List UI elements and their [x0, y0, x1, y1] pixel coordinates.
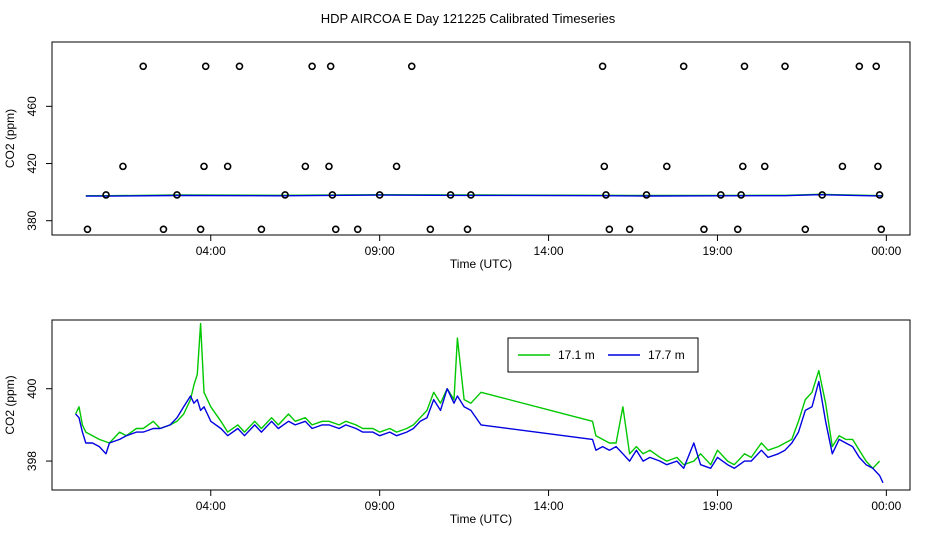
- x-tick-label: 04:00: [196, 499, 226, 513]
- data-point: [353, 225, 362, 234]
- data-point: [838, 162, 847, 171]
- data-point: [700, 225, 708, 234]
- data-point: [102, 191, 110, 199]
- x-tick-label: 00:00: [871, 244, 901, 258]
- data-point: [392, 162, 401, 171]
- data-point: [328, 191, 337, 199]
- data-point: [119, 162, 127, 171]
- data-point: [139, 62, 148, 71]
- data-point: [874, 162, 882, 171]
- data-point: [875, 191, 884, 199]
- data-point: [201, 62, 210, 71]
- plot-frame: [51, 41, 911, 236]
- legend-label: 17.7 m: [648, 348, 685, 362]
- x-tick-label: 14:00: [534, 499, 564, 513]
- page-title: HDP AIRCOA E Day 121225 Calibrated Times…: [321, 11, 616, 26]
- y-tick-label: 380: [25, 210, 39, 230]
- data-point: [173, 191, 181, 199]
- data-point: [625, 225, 634, 234]
- x-axis-label: Time (UTC): [450, 257, 512, 271]
- data-point: [877, 225, 886, 234]
- x-axis-label: Time (UTC): [450, 512, 512, 526]
- data-point: [679, 62, 688, 71]
- data-point: [196, 225, 205, 234]
- data-point: [326, 62, 335, 71]
- data-point: [738, 162, 747, 171]
- data-point: [467, 191, 475, 199]
- data-point: [200, 162, 208, 171]
- bottom-panel: 04:00 09:00 14:00 19:00 00:00 398 400 Time (UTC…: [3, 319, 911, 526]
- x-tick-label: 09:00: [365, 244, 395, 258]
- x-tick-label: 19:00: [702, 244, 732, 258]
- data-point: [662, 162, 671, 171]
- y-tick-label: 420: [25, 153, 39, 173]
- data-point: [426, 225, 435, 234]
- legend-label: 17.1 m: [558, 348, 595, 362]
- data-point: [600, 162, 609, 171]
- x-tick-label: 14:00: [534, 244, 564, 258]
- data-point: [602, 191, 610, 199]
- y-axis-label: CO2 (ppm): [3, 109, 17, 168]
- legend: 17.1 m 17.7 m: [507, 337, 699, 373]
- data-point: [740, 62, 749, 71]
- data-point: [223, 162, 232, 171]
- data-point: [733, 225, 742, 234]
- series-line-blue: [85, 193, 884, 197]
- x-tick-label: 04:00: [196, 244, 226, 258]
- data-point: [818, 191, 826, 199]
- data-point: [872, 62, 881, 71]
- y-tick-label: 400: [25, 378, 39, 398]
- data-point: [717, 191, 725, 199]
- top-panel: 04:00 09:00 14:00 19:00 00:00 380 420 460 Time (…: [3, 41, 911, 271]
- data-point: [325, 162, 333, 171]
- x-tick-label: 00:00: [871, 499, 901, 513]
- data-point: [801, 225, 810, 234]
- x-tick-label: 19:00: [702, 499, 732, 513]
- data-point: [737, 191, 745, 199]
- data-point: [463, 225, 472, 234]
- data-point: [781, 62, 789, 71]
- data-point: [159, 225, 168, 234]
- data-point: [407, 62, 416, 71]
- data-point: [605, 225, 614, 234]
- y-axis-label: CO2 (ppm): [3, 375, 17, 434]
- data-point: [375, 191, 384, 199]
- data-point: [331, 225, 340, 234]
- data-point: [308, 62, 316, 71]
- plot-frame: [51, 319, 911, 491]
- data-point: [281, 191, 289, 199]
- data-point: [855, 62, 864, 71]
- series-line-blue: [75, 380, 884, 484]
- y-tick-label: 398: [25, 451, 39, 471]
- data-point: [257, 225, 266, 234]
- data-point: [446, 191, 455, 199]
- data-point: [598, 62, 607, 71]
- data-point: [83, 225, 92, 234]
- data-point: [642, 191, 651, 199]
- data-point: [235, 62, 244, 71]
- data-point: [760, 162, 769, 171]
- y-tick-label: 460: [25, 96, 39, 116]
- series-line-green: [74, 322, 881, 469]
- x-tick-label: 09:00: [365, 499, 395, 513]
- data-point: [301, 162, 310, 171]
